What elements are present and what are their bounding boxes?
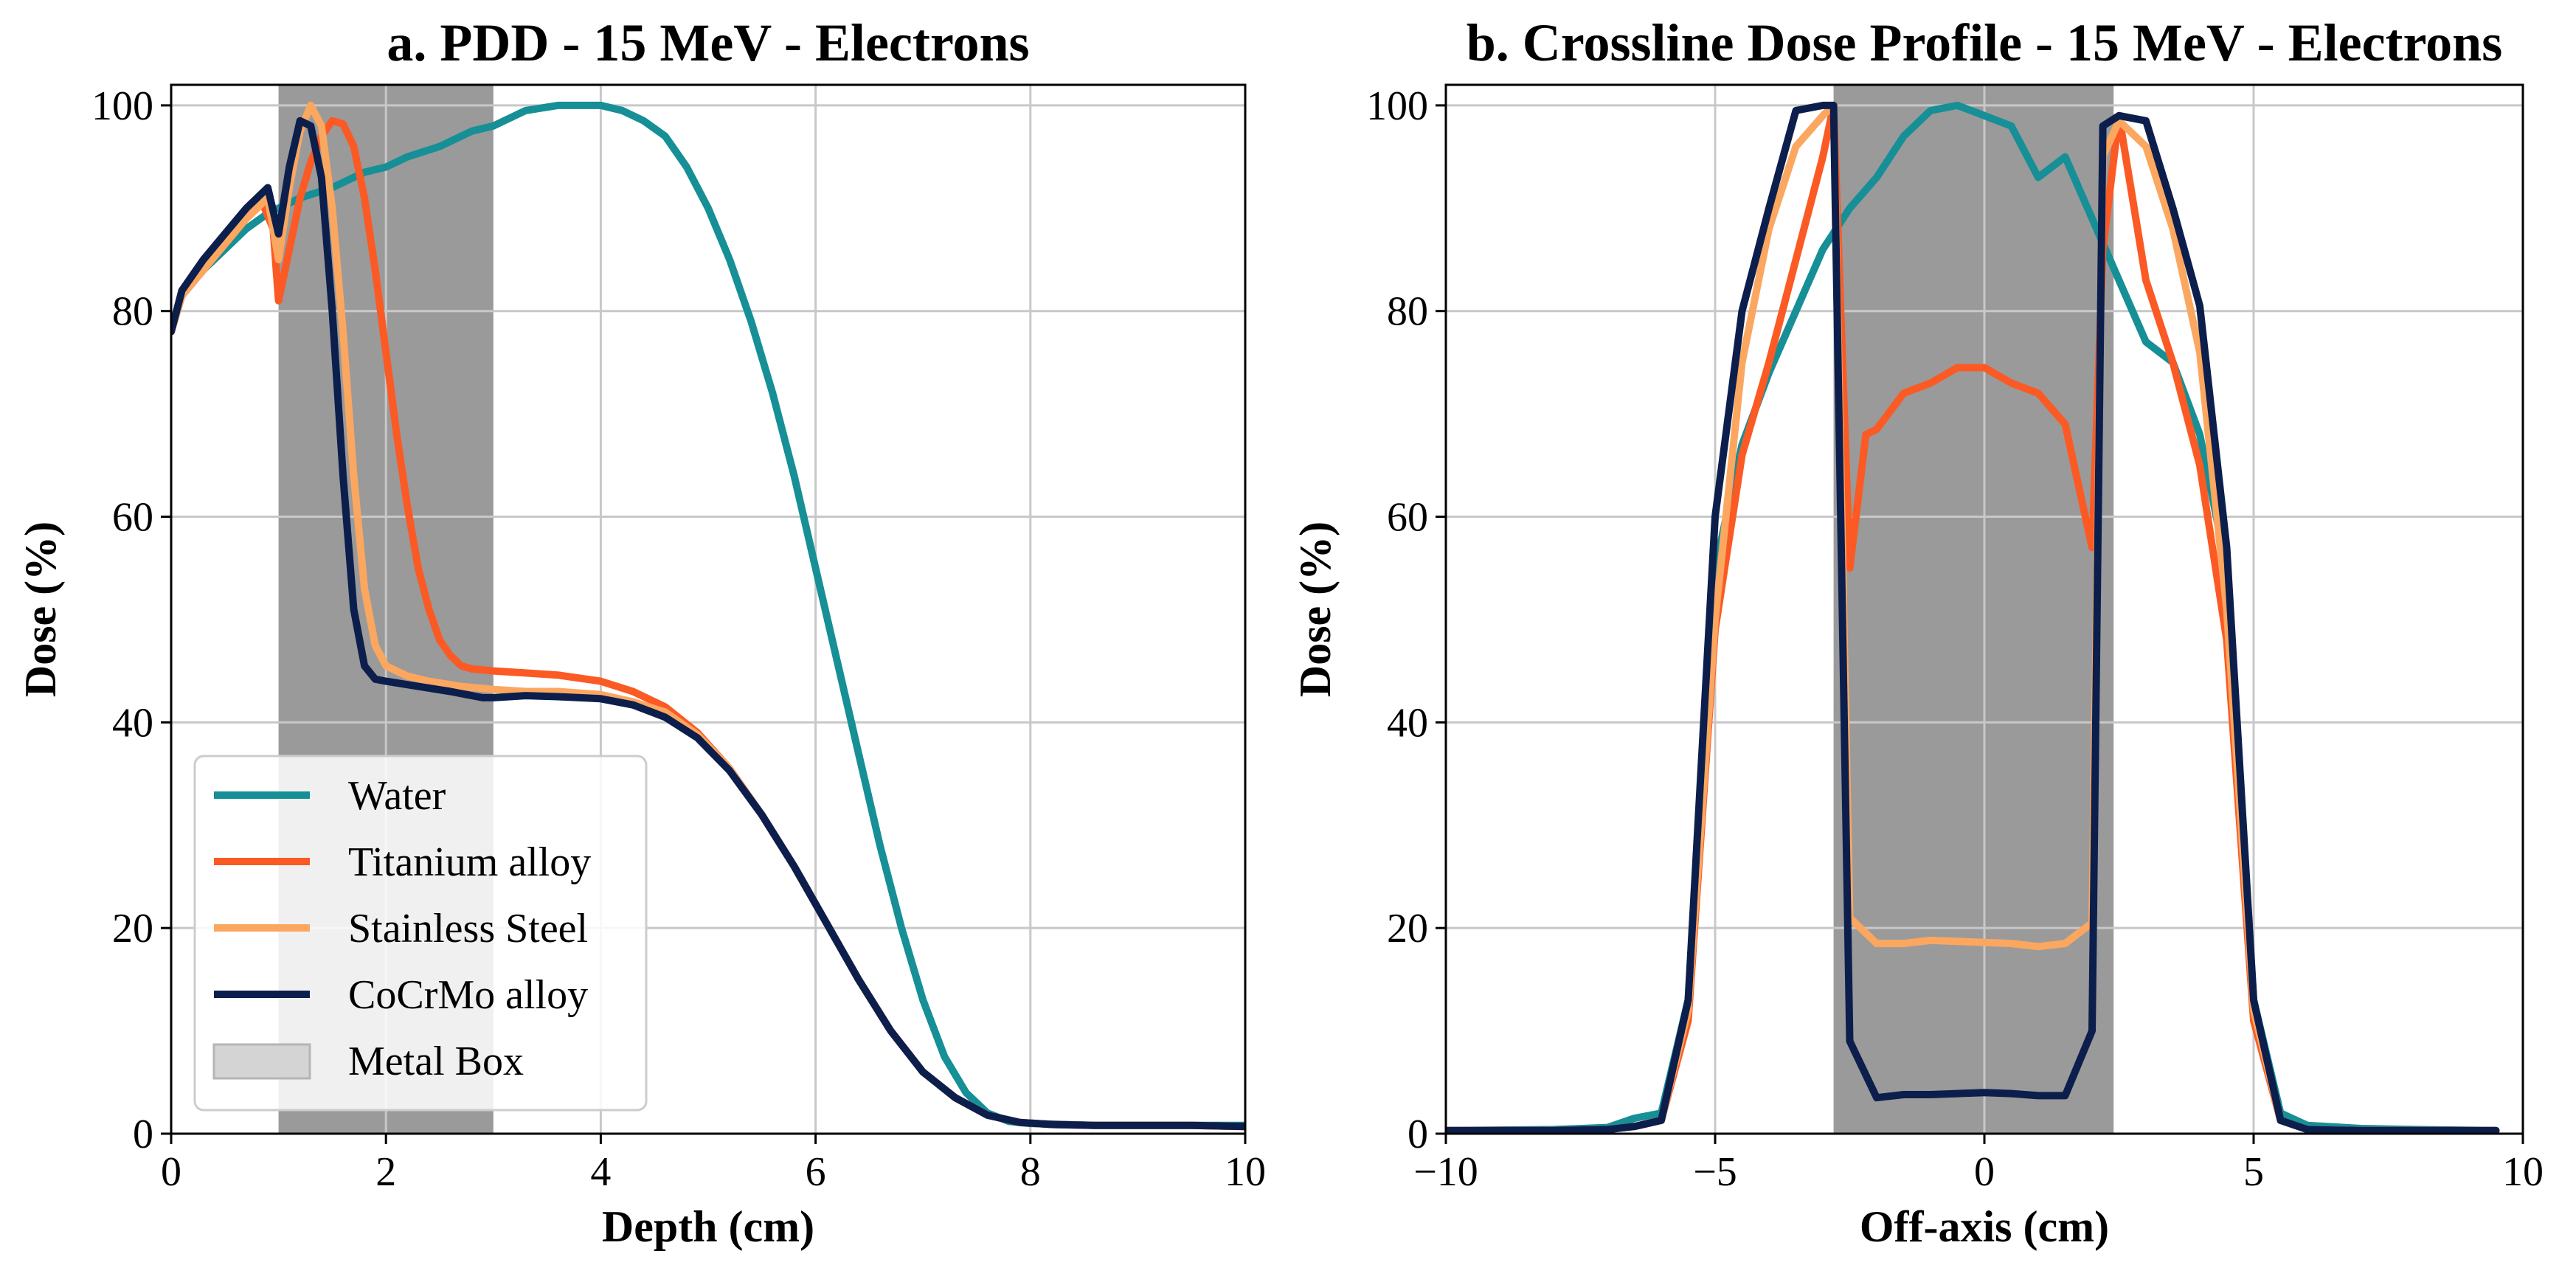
legend-label: Water (348, 773, 446, 819)
y-tick-label: 60 (112, 495, 153, 541)
y-tick-label: 100 (91, 83, 153, 129)
y-tick-label: 40 (1387, 700, 1428, 746)
x-tick-label: 0 (161, 1149, 181, 1195)
x-tick-label: 0 (1974, 1149, 1995, 1195)
x-tick-label: 10 (1225, 1149, 1266, 1195)
x-tick-label: −10 (1413, 1149, 1478, 1195)
x-tick-label: 2 (375, 1149, 396, 1195)
legend-swatch-metal-box (212, 1043, 311, 1080)
y-tick-label: 60 (1387, 495, 1428, 541)
x-tick-label: 6 (806, 1149, 826, 1195)
y-tick-label: 80 (1387, 289, 1428, 335)
legend-box (193, 755, 648, 1112)
y-tick-label: 20 (112, 906, 153, 952)
y-tick-label: 0 (133, 1112, 153, 1157)
y-tick-label: 40 (112, 700, 153, 746)
y-tick-label: 20 (1387, 906, 1428, 952)
x-axis-label: Depth (cm) (602, 1202, 814, 1251)
x-tick-label: 10 (2502, 1149, 2544, 1195)
y-axis-label: Dose (%) (16, 521, 65, 697)
plot-frame (170, 83, 1247, 1135)
metal-box-region (1833, 85, 2114, 1134)
y-tick-label: 0 (1408, 1112, 1428, 1157)
x-tick-label: 4 (590, 1149, 611, 1195)
y-tick-label: 100 (1366, 83, 1428, 129)
legend-label: CoCrMo alloy (348, 972, 588, 1018)
y-axis-label: Dose (%) (1291, 521, 1340, 697)
x-axis-label: Off-axis (cm) (1860, 1202, 2109, 1251)
chart-title: a. PDD - 15 MeV - Electrons (387, 13, 1029, 72)
x-tick-label: −5 (1693, 1149, 1737, 1195)
x-tick-label: 5 (2243, 1149, 2264, 1195)
legend: Water Titanium alloy Stainless Steel CoCrMo… (193, 755, 648, 1112)
series-lines (171, 101, 1245, 1131)
series-line-cocrmo (1446, 101, 2500, 1134)
x-tick-label: 8 (1020, 1149, 1041, 1195)
legend-label: Titanium alloy (348, 839, 591, 885)
series-lines (1446, 101, 2500, 1134)
y-tick-label: 80 (112, 289, 153, 335)
legend-label: Metal Box (348, 1039, 524, 1084)
series-line-cocrmo (171, 117, 1245, 1131)
legend-label: Stainless Steel (348, 906, 588, 952)
chart-title: b. Crossline Dose Profile - 15 MeV - Ele… (1467, 13, 2503, 72)
